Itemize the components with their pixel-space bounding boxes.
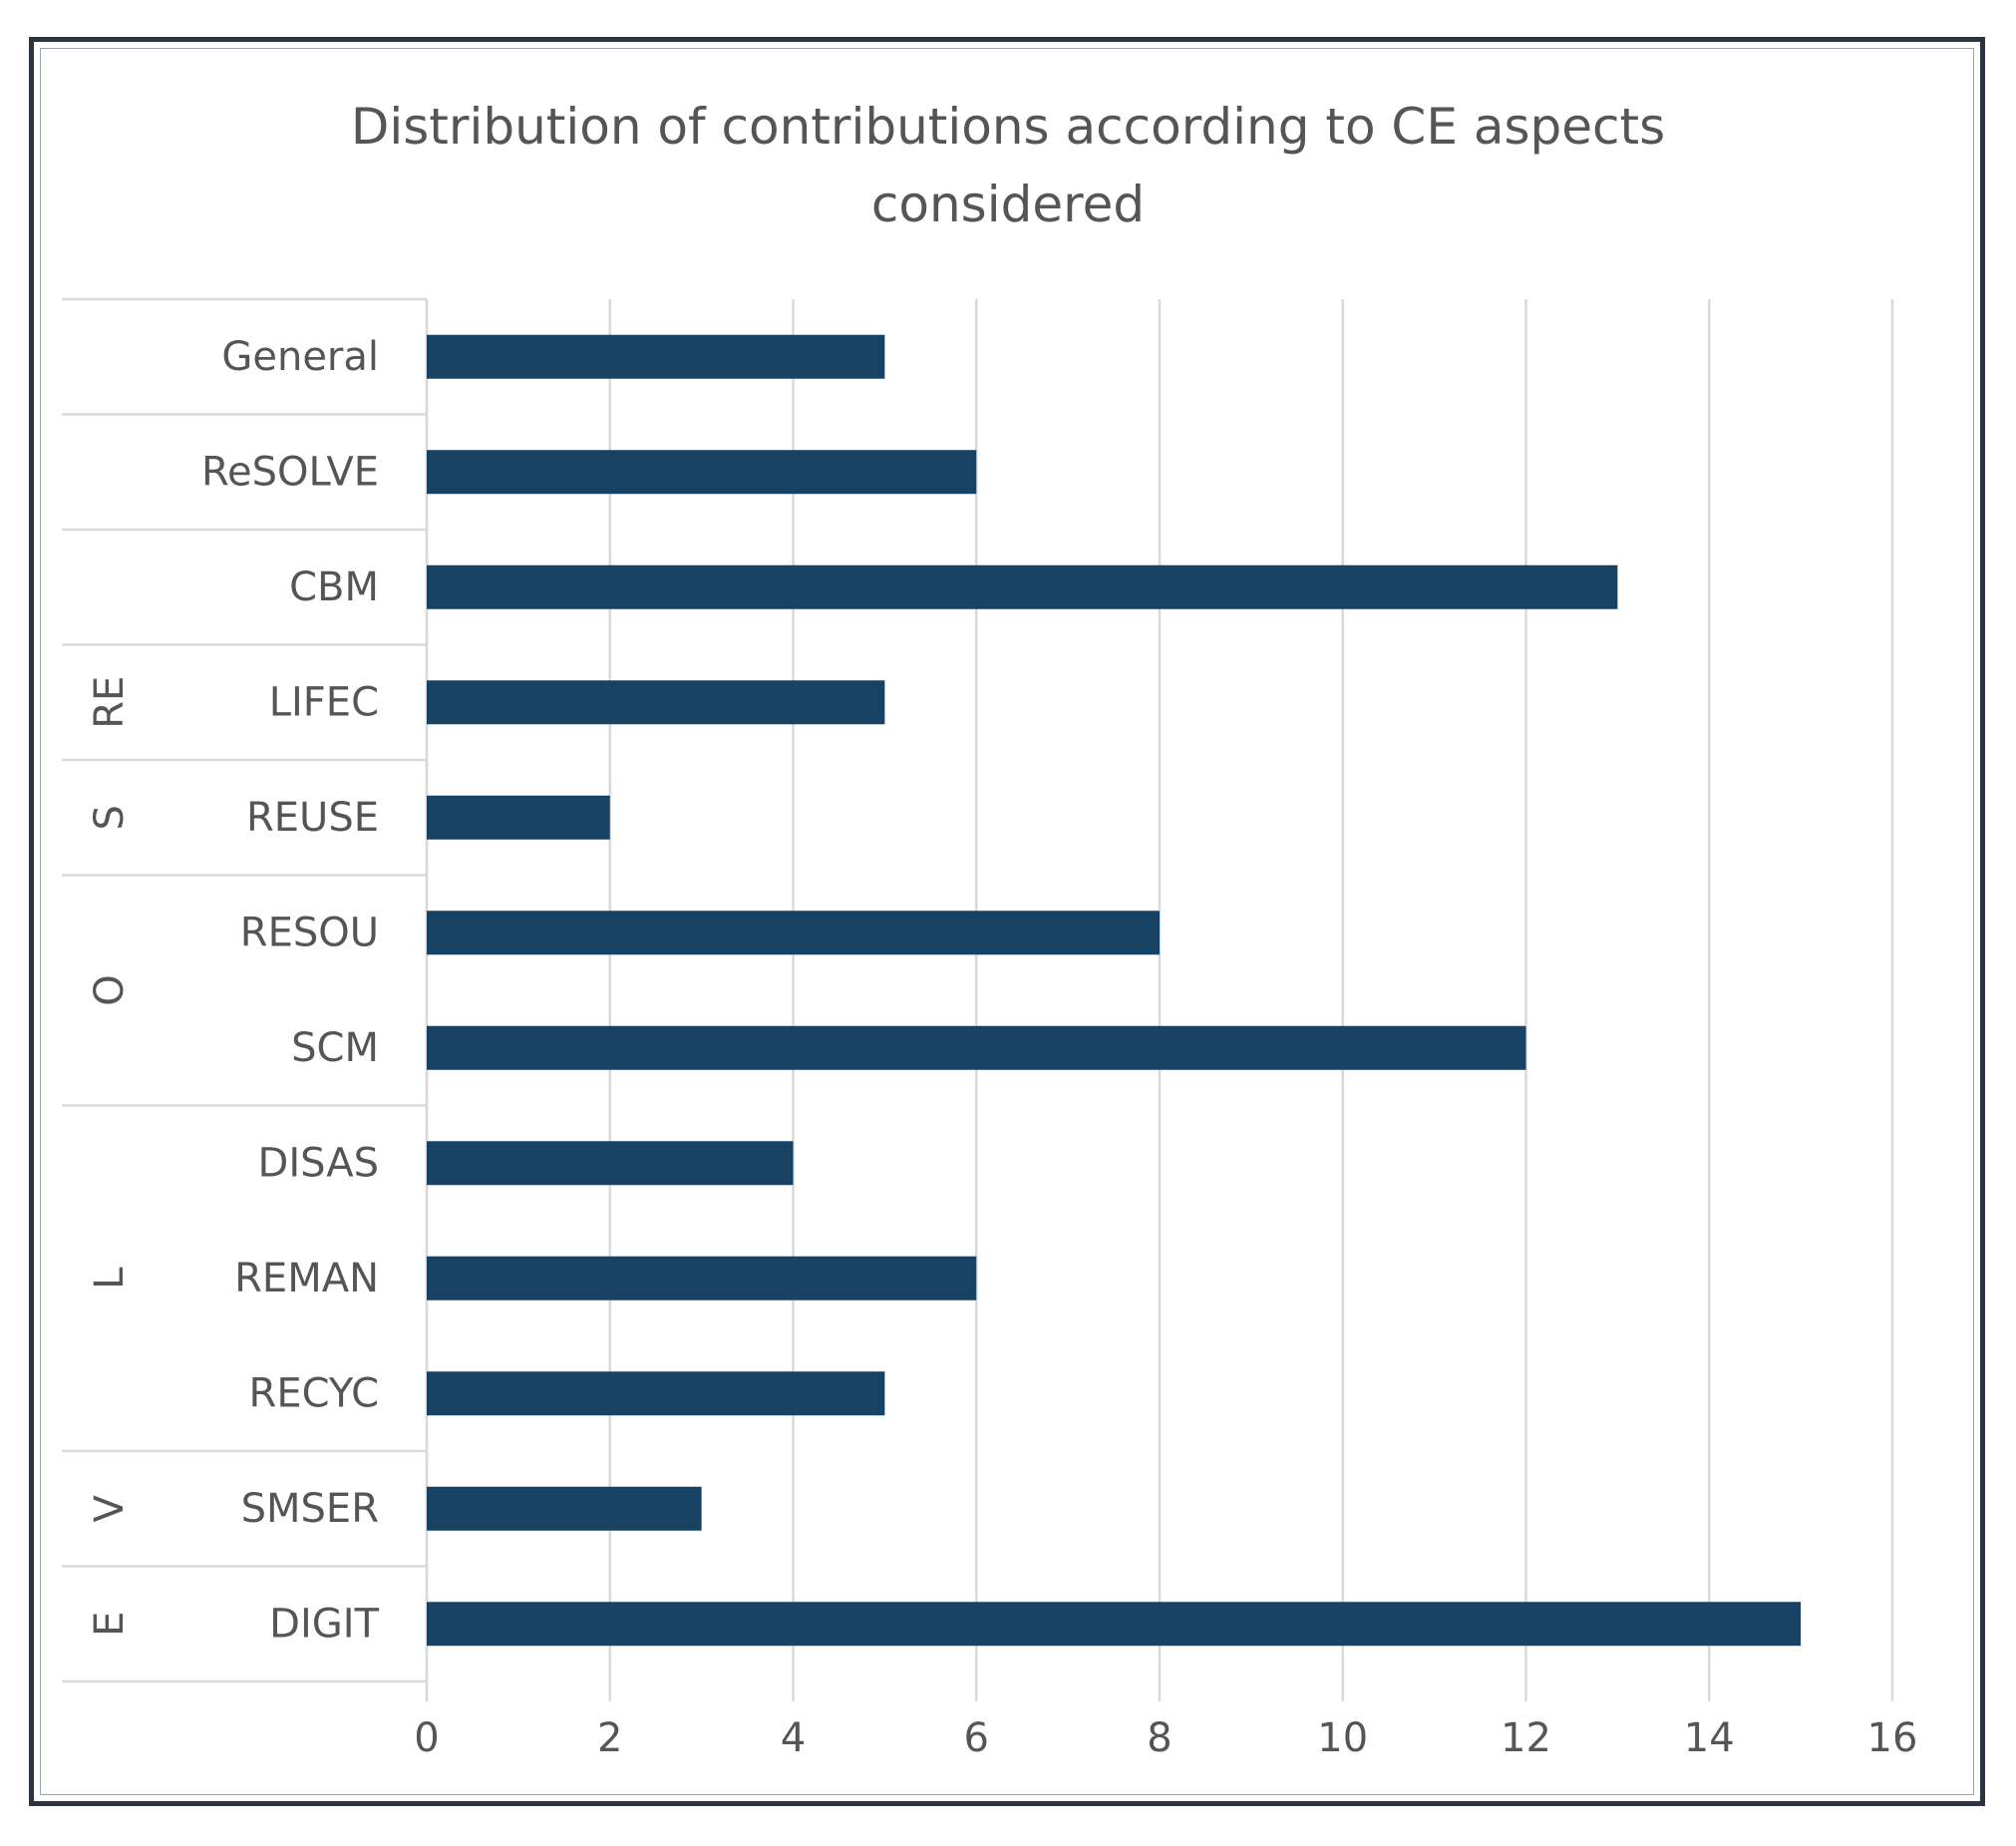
bar-resou [427,911,1160,955]
bar-general [427,334,885,379]
category-label-disas: DISAS [258,1140,379,1186]
x-tick-label-10: 10 [1317,1715,1368,1761]
bar-reuse [427,795,610,840]
chart-title: Distribution of contributions according … [0,88,2016,243]
bar-disas [427,1141,794,1186]
bar-reman [427,1256,977,1300]
x-tick-label-6: 6 [964,1715,989,1761]
bar-smser [427,1486,702,1531]
category-label-reuse: REUSE [246,795,379,841]
bar-recyc [427,1371,885,1416]
bar-digit [427,1602,1802,1647]
category-label-smser: SMSER [241,1486,379,1532]
category-label-resolve: ReSOLVE [201,449,379,495]
group-label-l: L [87,1267,133,1290]
category-label-reman: REMAN [234,1256,379,1301]
category-label-lifec: LIFEC [269,679,379,725]
category-label-digit: DIGIT [269,1601,379,1647]
x-tick-label-2: 2 [597,1715,622,1761]
chart-title-line-1: Distribution of contributions according … [350,98,1666,156]
chart-inner-border [40,48,1974,1795]
group-label-s: S [87,805,133,830]
group-label-o: O [87,974,133,1005]
bar-resolve [427,450,977,495]
x-tick-label-8: 8 [1147,1715,1172,1761]
group-label-v: V [87,1494,133,1522]
x-tick-label-16: 16 [1867,1715,1918,1761]
x-tick-label-14: 14 [1684,1715,1735,1761]
category-label-general: General [221,334,379,380]
x-tick-label-4: 4 [781,1715,806,1761]
category-label-resou: RESOU [240,910,379,955]
x-tick-label-0: 0 [414,1715,439,1761]
x-tick-label-12: 12 [1501,1715,1551,1761]
category-label-cbm: CBM [289,564,379,610]
category-label-scm: SCM [291,1025,379,1071]
category-label-recyc: RECYC [249,1370,379,1416]
group-label-re: RE [87,676,133,729]
bar-scm [427,1025,1526,1070]
bar-cbm [427,564,1618,609]
chart-title-line-2: considered [870,176,1146,233]
group-label-e: E [87,1612,133,1637]
bar-lifec [427,680,885,725]
